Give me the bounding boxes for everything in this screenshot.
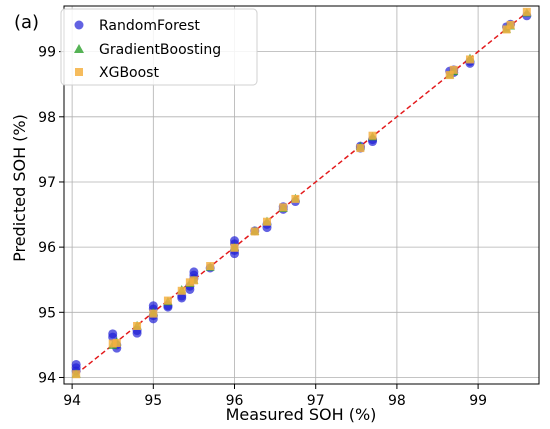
legend-triangle-marker [74, 44, 84, 53]
data-point-square [445, 71, 454, 80]
data-point-square [279, 203, 288, 212]
data-point-square [356, 144, 365, 153]
data-point-square [291, 194, 300, 203]
data-point-square [506, 20, 515, 29]
data-point-square [189, 276, 198, 285]
data-point-circle [132, 328, 142, 338]
y-tick-label: 97 [38, 175, 56, 191]
data-point-square [72, 370, 81, 379]
data-point-square [112, 338, 121, 347]
data-point-circle [177, 293, 187, 303]
series-xgboost [72, 7, 531, 379]
legend-frame [60, 8, 258, 86]
plot-frame [63, 5, 540, 385]
legend-circle-marker [74, 20, 84, 30]
x-tick-label: 96 [226, 393, 244, 409]
data-points [71, 7, 532, 379]
data-point-square [449, 65, 458, 74]
x-tick-label: 98 [388, 393, 406, 409]
legend-label-randomforest: RandomForest [99, 18, 200, 34]
y-tick-label: 99 [38, 45, 56, 61]
data-point-square [230, 243, 239, 252]
y-tick-label: 96 [38, 240, 56, 256]
data-point-square [206, 262, 215, 271]
data-point-square [185, 278, 194, 287]
x-tick-label: 94 [63, 393, 81, 409]
data-point-square [108, 339, 117, 348]
legend-square-marker [75, 68, 83, 76]
axis-ticks: 94 95 96 97 98 99 94 95 96 97 98 99 [38, 45, 487, 409]
data-point-square [502, 25, 511, 34]
data-point-square [177, 286, 186, 295]
panel-label: (a) [14, 12, 39, 33]
data-point-square [163, 296, 172, 305]
data-point-square [465, 55, 474, 64]
legend-label-xgboost: XGBoost [99, 65, 159, 81]
x-tick-label: 95 [144, 393, 162, 409]
x-axis-label: Measured SOH (%) [226, 405, 377, 424]
legend-label-gradientboosting: GradientBoosting [99, 42, 221, 58]
data-point-square [149, 309, 158, 318]
y-tick-label: 98 [38, 110, 56, 126]
x-tick-label: 99 [469, 393, 487, 409]
legend-item-randomforest: RandomForest [74, 18, 200, 34]
y-tick-label: 94 [38, 370, 56, 386]
data-point-square [133, 321, 142, 330]
y-axis-label: Predicted SOH (%) [10, 114, 29, 262]
legend: RandomForest GradientBoosting XGBoost [60, 8, 258, 86]
y-tick-label: 95 [38, 305, 56, 321]
data-point-square [250, 227, 259, 236]
data-point-square [522, 7, 531, 16]
x-tick-label: 97 [307, 393, 325, 409]
legend-item-gradientboosting: GradientBoosting [74, 42, 221, 58]
data-point-circle [185, 285, 195, 294]
data-point-square [368, 131, 377, 140]
legend-item-xgboost: XGBoost [75, 65, 159, 81]
data-point-square [262, 217, 271, 226]
